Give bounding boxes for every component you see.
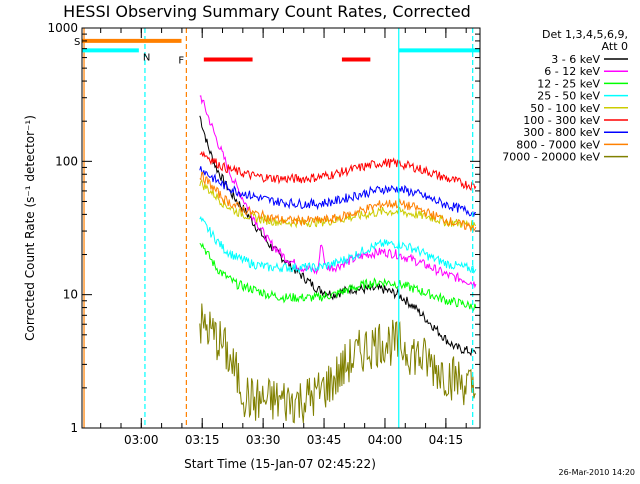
- legend-entry-label: 3 - 6 keV: [551, 53, 600, 66]
- legend-entry-label: 6 - 12 keV: [544, 65, 600, 78]
- y-axis-title: Corrected Count Rate (s⁻¹ detector⁻¹): [23, 115, 37, 341]
- series-line-3-6-kev: [199, 115, 477, 357]
- y-tick-label: 1000: [47, 21, 78, 35]
- legend-header: Att 0: [602, 40, 628, 53]
- legend-entry-label: 7000 - 20000 keV: [502, 151, 600, 164]
- chart-title: HESSI Observing Summary Count Rates, Cor…: [63, 2, 471, 21]
- y-tick-label: 1: [70, 421, 78, 435]
- flare-label: F: [178, 56, 184, 67]
- plot-frame: [81, 27, 481, 429]
- series-line-50-100-kev: [199, 179, 477, 230]
- series-line-25-50-kev: [199, 215, 477, 275]
- y-tick-label: 100: [55, 154, 78, 168]
- legend-entry-label: 800 - 7000 keV: [516, 138, 600, 151]
- x-tick-label: 03:15: [185, 433, 220, 447]
- x-tick-label: 03:45: [307, 433, 342, 447]
- saa-label: S: [74, 37, 80, 48]
- series-line-800-7000-kev: [199, 171, 477, 233]
- series-line-12-25-kev: [199, 242, 477, 313]
- legend-header: Det 1,3,4,5,6,9,: [542, 28, 628, 41]
- x-tick-label: 03:30: [246, 433, 281, 447]
- y-tick-label: 10: [63, 288, 78, 302]
- night-label: N: [143, 52, 150, 63]
- footer-stamp: 26-Mar-2010 14:20: [559, 468, 636, 477]
- legend-entry-label: 25 - 50 keV: [537, 90, 600, 103]
- series-line-100-300-kev: [199, 150, 477, 191]
- legend-entry-label: 50 - 100 keV: [530, 102, 600, 115]
- x-tick-label: 03:00: [124, 433, 159, 447]
- x-axis-title: Start Time (15-Jan-07 02:45:22): [184, 457, 376, 471]
- x-tick-label: 04:00: [368, 433, 403, 447]
- legend-entry-label: 12 - 25 keV: [537, 77, 600, 90]
- legend-entry-label: 100 - 300 keV: [523, 114, 600, 127]
- x-tick-label: 04:15: [429, 433, 464, 447]
- series-line-7000-20000-kev: [199, 303, 476, 424]
- series-line-300-800-kev: [199, 166, 477, 218]
- legend-entry-label: 300 - 800 keV: [523, 126, 600, 139]
